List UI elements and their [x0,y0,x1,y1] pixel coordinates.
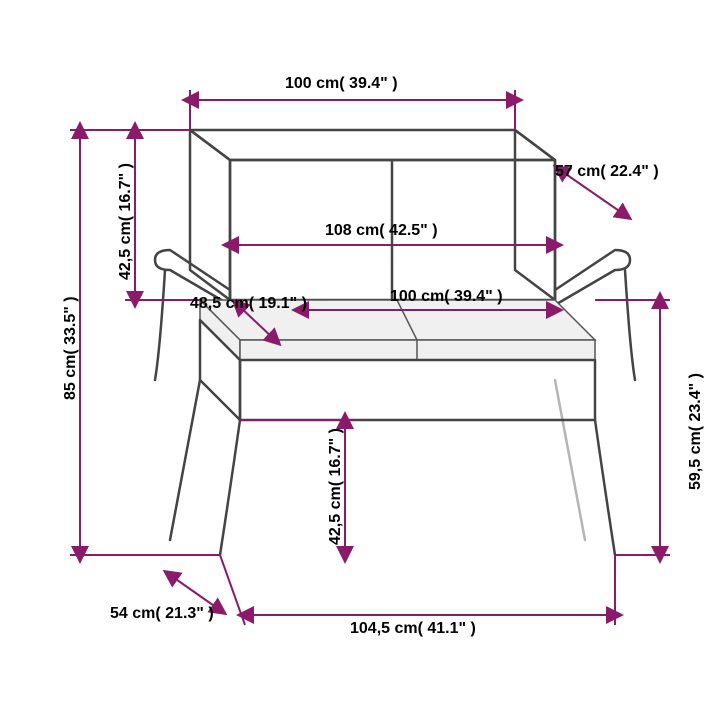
dim-cushion-w: 100 cm( 39.4" ) [390,288,503,306]
dim-arm-span: 108 cm( 42.5" ) [325,222,438,240]
dim-seat-h: 59,5 cm( 23.4" ) [687,373,705,490]
dim-arm-depth: 57 cm( 22.4" ) [555,163,659,181]
dim-total-h: 85 cm( 33.5" ) [62,296,80,400]
bench-sketch [0,0,724,724]
dim-bottom-w: 104,5 cm( 41.1" ) [350,620,476,638]
dimension-diagram: 100 cm( 39.4" ) 42,5 cm( 16.7" ) 85 cm( … [0,0,724,724]
dim-top-width: 100 cm( 39.4" ) [285,75,398,93]
dim-depth: 54 cm( 21.3" ) [110,605,214,623]
dim-cushion-d: 48,5 cm( 19.1" ) [190,295,307,313]
dim-leg-h: 42,5 cm( 16.7" ) [327,428,345,545]
dim-backrest-h: 42,5 cm( 16.7" ) [117,163,135,280]
